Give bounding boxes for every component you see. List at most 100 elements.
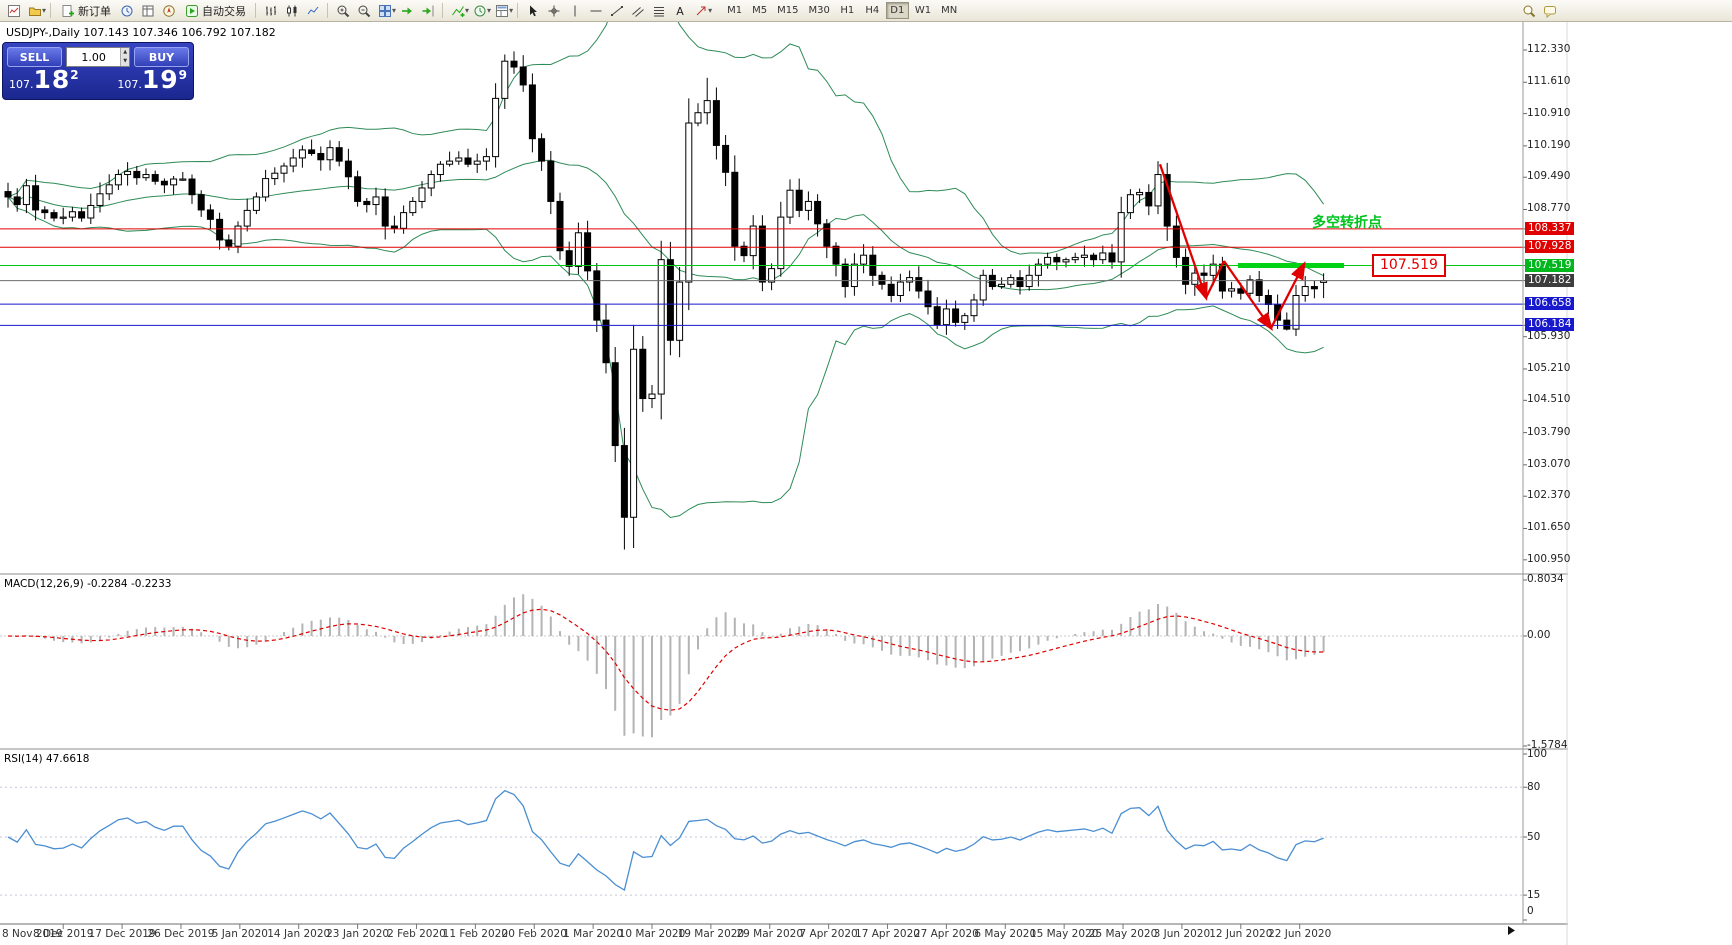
trend-arrow[interactable] <box>1223 260 1273 332</box>
candle-body <box>547 160 555 202</box>
trend-arrows-layer <box>1158 163 1306 332</box>
candle-body <box>271 172 279 180</box>
candle-body <box>1246 279 1254 294</box>
candle-body <box>574 232 582 267</box>
trend-arrow[interactable] <box>1204 260 1226 299</box>
profiles-dropdown-icon[interactable]: ▾ <box>42 6 47 15</box>
line-chart-icon[interactable] <box>302 2 323 20</box>
candle-body <box>666 259 674 341</box>
buy-price: 107.199 <box>117 65 187 94</box>
sell-button[interactable]: SELL <box>7 47 62 67</box>
vertical-line-icon[interactable] <box>564 2 585 20</box>
candle-body <box>1264 295 1272 305</box>
periods-icon[interactable] <box>469 2 490 20</box>
volume-down-button[interactable]: ▼ <box>123 58 128 64</box>
main-toolbar: ▾ 新订单 自动交易 <box>0 0 1732 22</box>
candle-body <box>68 211 76 218</box>
candle-body <box>722 144 730 173</box>
timeframe-h4[interactable]: H4 <box>865 5 880 16</box>
arrows-icon[interactable] <box>690 2 711 20</box>
volume-input[interactable] <box>67 48 121 66</box>
volume-up-button[interactable]: ▲ <box>123 49 128 55</box>
candle-body <box>1283 319 1291 330</box>
text-label-icon[interactable]: A <box>669 2 690 20</box>
candle-body <box>4 191 12 198</box>
data-window-icon[interactable] <box>137 2 158 20</box>
crosshair-icon[interactable] <box>543 2 564 20</box>
market-watch-icon[interactable] <box>116 2 137 20</box>
templates-dropdown-icon[interactable]: ▾ <box>509 6 514 15</box>
timeframe-h1[interactable]: H1 <box>840 5 855 16</box>
tile-windows-icon[interactable] <box>374 2 395 20</box>
candle-body <box>814 200 822 225</box>
new-chart-icon[interactable] <box>3 2 24 20</box>
volume-stepper[interactable]: ▲ ▼ <box>66 47 130 67</box>
candle-body <box>1200 272 1208 276</box>
zoom-out-icon[interactable] <box>353 2 374 20</box>
candle-body <box>427 174 435 189</box>
candle-body <box>225 239 233 247</box>
timeframe-m30[interactable]: M30 <box>808 5 830 16</box>
trendline-icon[interactable] <box>606 2 627 20</box>
candle-body <box>482 156 490 162</box>
candle-body <box>832 245 840 265</box>
auto-scroll-icon[interactable] <box>396 2 417 20</box>
rsi-panel-splitter[interactable] <box>0 747 1568 751</box>
bollinger-middle-line <box>7 159 1324 291</box>
templates-icon[interactable] <box>491 2 512 20</box>
buy-button[interactable]: BUY <box>134 47 189 67</box>
candle-body <box>78 211 86 219</box>
bar-chart-icon[interactable] <box>260 2 281 20</box>
channel-icon[interactable] <box>627 2 648 20</box>
candle-body <box>363 200 371 206</box>
candle-body <box>1016 277 1024 288</box>
timeframe-mn[interactable]: MN <box>941 5 958 16</box>
macd-panel-splitter[interactable] <box>0 572 1568 576</box>
candle-body <box>1126 194 1134 214</box>
arrows-dropdown-icon[interactable]: ▾ <box>708 6 713 15</box>
trend-arrow[interactable] <box>1158 163 1208 302</box>
candle-body <box>906 277 914 283</box>
chart-shift-icon[interactable] <box>417 2 438 20</box>
candle-body <box>804 200 812 211</box>
candle-body <box>841 263 849 288</box>
candle-body <box>933 306 941 326</box>
autotrading-label: 自动交易 <box>202 4 247 18</box>
cursor-icon[interactable] <box>522 2 543 20</box>
fibonacci-icon[interactable] <box>648 2 669 20</box>
candle-body <box>1090 254 1098 261</box>
candle-body <box>768 268 776 283</box>
candle-body <box>1062 259 1070 263</box>
candle-body <box>234 225 242 247</box>
candle-body <box>179 178 187 181</box>
timeframe-m15[interactable]: M15 <box>777 5 799 16</box>
horizontal-line-icon[interactable] <box>585 2 606 20</box>
timeframe-w1[interactable]: W1 <box>914 5 932 16</box>
candle-body <box>501 60 509 99</box>
chat-icon[interactable] <box>1539 2 1560 20</box>
candle-body <box>887 283 895 297</box>
trend-arrow[interactable] <box>1269 261 1306 329</box>
tile-dropdown-icon[interactable]: ▾ <box>392 6 397 15</box>
new-order-button[interactable]: 新订单 <box>55 2 116 20</box>
candle-body <box>455 157 463 162</box>
search-icon[interactable] <box>1518 2 1539 20</box>
candle-body <box>528 84 536 140</box>
timeframe-d1[interactable]: D1 <box>885 2 909 19</box>
timeframe-m5[interactable]: M5 <box>752 5 768 16</box>
svg-text:A: A <box>676 5 684 18</box>
candlestick-icon[interactable] <box>281 2 302 20</box>
indicators-dropdown-icon[interactable]: ▾ <box>465 6 470 15</box>
navigator-icon[interactable] <box>158 2 179 20</box>
periods-dropdown-icon[interactable]: ▾ <box>487 6 492 15</box>
candle-body <box>1228 288 1236 292</box>
timeframe-m1[interactable]: M1 <box>727 5 743 16</box>
zoom-in-icon[interactable] <box>332 2 353 20</box>
profiles-icon[interactable] <box>24 2 45 20</box>
candle-body <box>1108 252 1116 263</box>
candle-body <box>59 216 67 219</box>
candle-body <box>13 196 21 206</box>
autotrading-button[interactable]: 自动交易 <box>179 2 251 20</box>
indicators-icon[interactable] <box>447 2 468 20</box>
